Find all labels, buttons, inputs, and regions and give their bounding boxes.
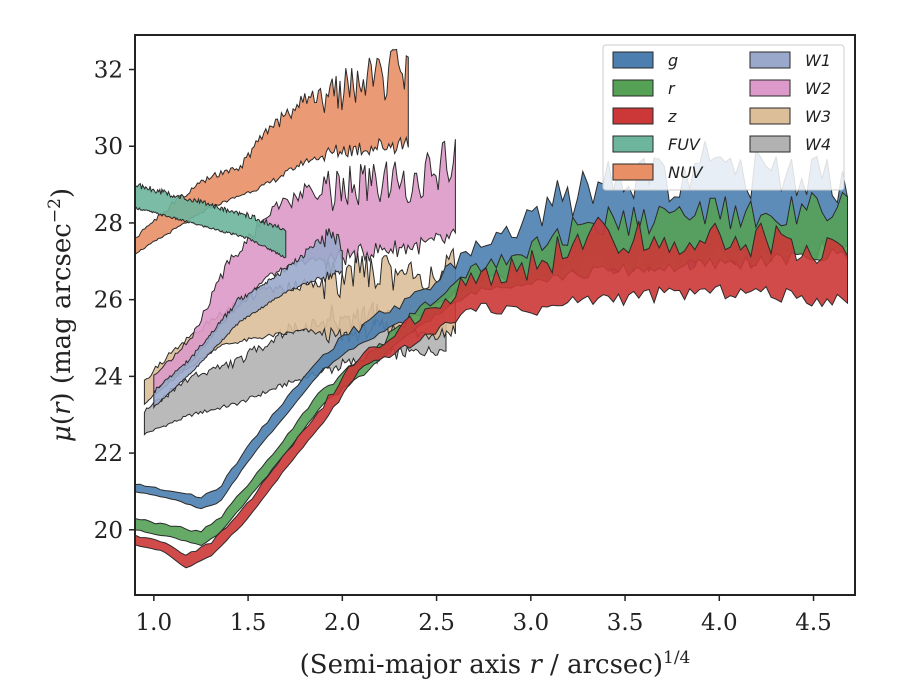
legend-swatch-w3: [749, 107, 791, 125]
legend-label-w1: W1: [805, 51, 831, 70]
x-axis-label: (Semi-major axis r / arcsec)1/4: [300, 648, 691, 680]
y-tick-label: 24: [94, 364, 123, 390]
legend-swatch-w1: [749, 51, 791, 69]
y-tick-label: 26: [94, 288, 123, 314]
plot-frame: [134, 34, 856, 596]
y-axis-label: μ(r) (mag arcsec−2): [45, 188, 77, 442]
x-tick-label: 4.0: [701, 610, 738, 636]
x-tick-label: 4.5: [795, 610, 832, 636]
y-tick-label: 30: [94, 134, 123, 160]
legend-label-z: z: [667, 107, 677, 126]
legend-swatch-w2: [749, 79, 791, 97]
x-tick-label: 1.0: [136, 610, 173, 636]
legend-label-r: r: [668, 79, 676, 98]
legend-label-g: g: [668, 51, 678, 70]
legend-swatch-g: [612, 51, 654, 69]
x-tick-label: 3.5: [607, 610, 644, 636]
x-tick-label: 3.0: [513, 610, 550, 636]
legend-label-nuv: NUV: [668, 163, 704, 182]
series-band-fuv: [135, 182, 287, 259]
x-tick-label: 2.0: [324, 610, 361, 636]
legend-label-w3: W3: [805, 107, 831, 126]
legend-swatch-nuv: [612, 163, 654, 181]
series-band-w1: [153, 228, 343, 410]
legend: grz FUV NUV W1 W2 W3 W4: [602, 44, 845, 191]
legend-swatch-z: [612, 107, 654, 125]
legend-label-w2: W2: [805, 79, 831, 98]
legend-swatch-fuv: [612, 135, 654, 153]
series-band-z: [135, 216, 848, 569]
x-tick-label: 2.5: [418, 610, 455, 636]
x-tick-label: 1.5: [230, 610, 267, 636]
legend-label-w4: W4: [805, 135, 831, 154]
y-tick-label: 20: [94, 518, 123, 544]
y-tick-label: 22: [94, 441, 123, 467]
legend-swatch-r: [612, 79, 654, 97]
legend-label-fuv: FUV: [668, 135, 701, 154]
plot-area: [135, 48, 848, 569]
legend-swatch-w4: [749, 135, 791, 153]
axes: 1.0 1.5 2.0 2.5 3.0 3.5 4.0 4.5 20 22 24 26 28 30 32: [94, 58, 832, 636]
y-tick-label: 28: [94, 211, 123, 237]
y-tick-label: 32: [94, 58, 123, 84]
